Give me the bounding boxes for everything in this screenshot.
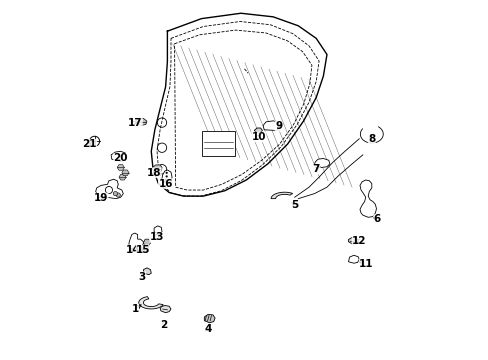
Circle shape bbox=[165, 172, 167, 174]
Circle shape bbox=[165, 179, 167, 181]
Circle shape bbox=[165, 175, 167, 177]
Text: 12: 12 bbox=[351, 236, 366, 246]
Text: 14: 14 bbox=[126, 245, 141, 255]
Text: 20: 20 bbox=[113, 153, 128, 163]
Polygon shape bbox=[111, 151, 126, 161]
Polygon shape bbox=[119, 174, 126, 180]
Text: 21: 21 bbox=[82, 139, 97, 149]
Text: 4: 4 bbox=[204, 324, 212, 334]
Text: 7: 7 bbox=[312, 164, 319, 174]
Text: 9: 9 bbox=[274, 121, 282, 131]
Circle shape bbox=[105, 186, 112, 194]
Polygon shape bbox=[359, 180, 376, 217]
Polygon shape bbox=[141, 244, 148, 251]
Circle shape bbox=[113, 192, 117, 196]
Polygon shape bbox=[139, 297, 163, 309]
Text: 19: 19 bbox=[94, 193, 108, 203]
Polygon shape bbox=[204, 315, 215, 323]
Polygon shape bbox=[143, 268, 151, 275]
Text: 18: 18 bbox=[146, 168, 161, 178]
Text: 3: 3 bbox=[139, 272, 145, 282]
Polygon shape bbox=[162, 170, 172, 183]
Polygon shape bbox=[348, 255, 359, 263]
Polygon shape bbox=[263, 121, 279, 131]
Text: 13: 13 bbox=[149, 232, 163, 242]
Polygon shape bbox=[154, 226, 162, 234]
Polygon shape bbox=[136, 118, 147, 126]
Polygon shape bbox=[314, 158, 329, 167]
Polygon shape bbox=[160, 306, 171, 313]
Polygon shape bbox=[117, 165, 124, 170]
Polygon shape bbox=[254, 128, 262, 133]
Text: 2: 2 bbox=[160, 320, 167, 330]
Polygon shape bbox=[129, 233, 143, 250]
Text: 6: 6 bbox=[373, 215, 380, 224]
Text: 16: 16 bbox=[158, 179, 172, 189]
FancyBboxPatch shape bbox=[202, 131, 234, 156]
Text: 1: 1 bbox=[131, 304, 139, 314]
Text: 17: 17 bbox=[127, 118, 142, 128]
Text: 8: 8 bbox=[367, 134, 375, 144]
Polygon shape bbox=[152, 165, 162, 172]
Polygon shape bbox=[96, 179, 123, 199]
Polygon shape bbox=[143, 239, 150, 246]
Polygon shape bbox=[348, 237, 358, 244]
Text: 10: 10 bbox=[251, 132, 265, 142]
Text: 11: 11 bbox=[359, 259, 373, 269]
Circle shape bbox=[116, 193, 120, 197]
Circle shape bbox=[89, 136, 100, 146]
Polygon shape bbox=[122, 170, 129, 176]
Polygon shape bbox=[270, 192, 292, 199]
Text: 15: 15 bbox=[136, 245, 150, 255]
Text: 5: 5 bbox=[290, 200, 298, 210]
